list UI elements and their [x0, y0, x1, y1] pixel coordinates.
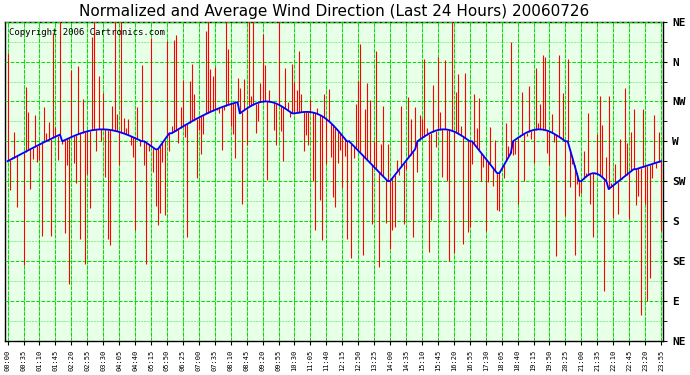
Text: Copyright 2006 Cartronics.com: Copyright 2006 Cartronics.com	[8, 28, 164, 37]
Title: Normalized and Average Wind Direction (Last 24 Hours) 20060726: Normalized and Average Wind Direction (L…	[79, 4, 589, 19]
